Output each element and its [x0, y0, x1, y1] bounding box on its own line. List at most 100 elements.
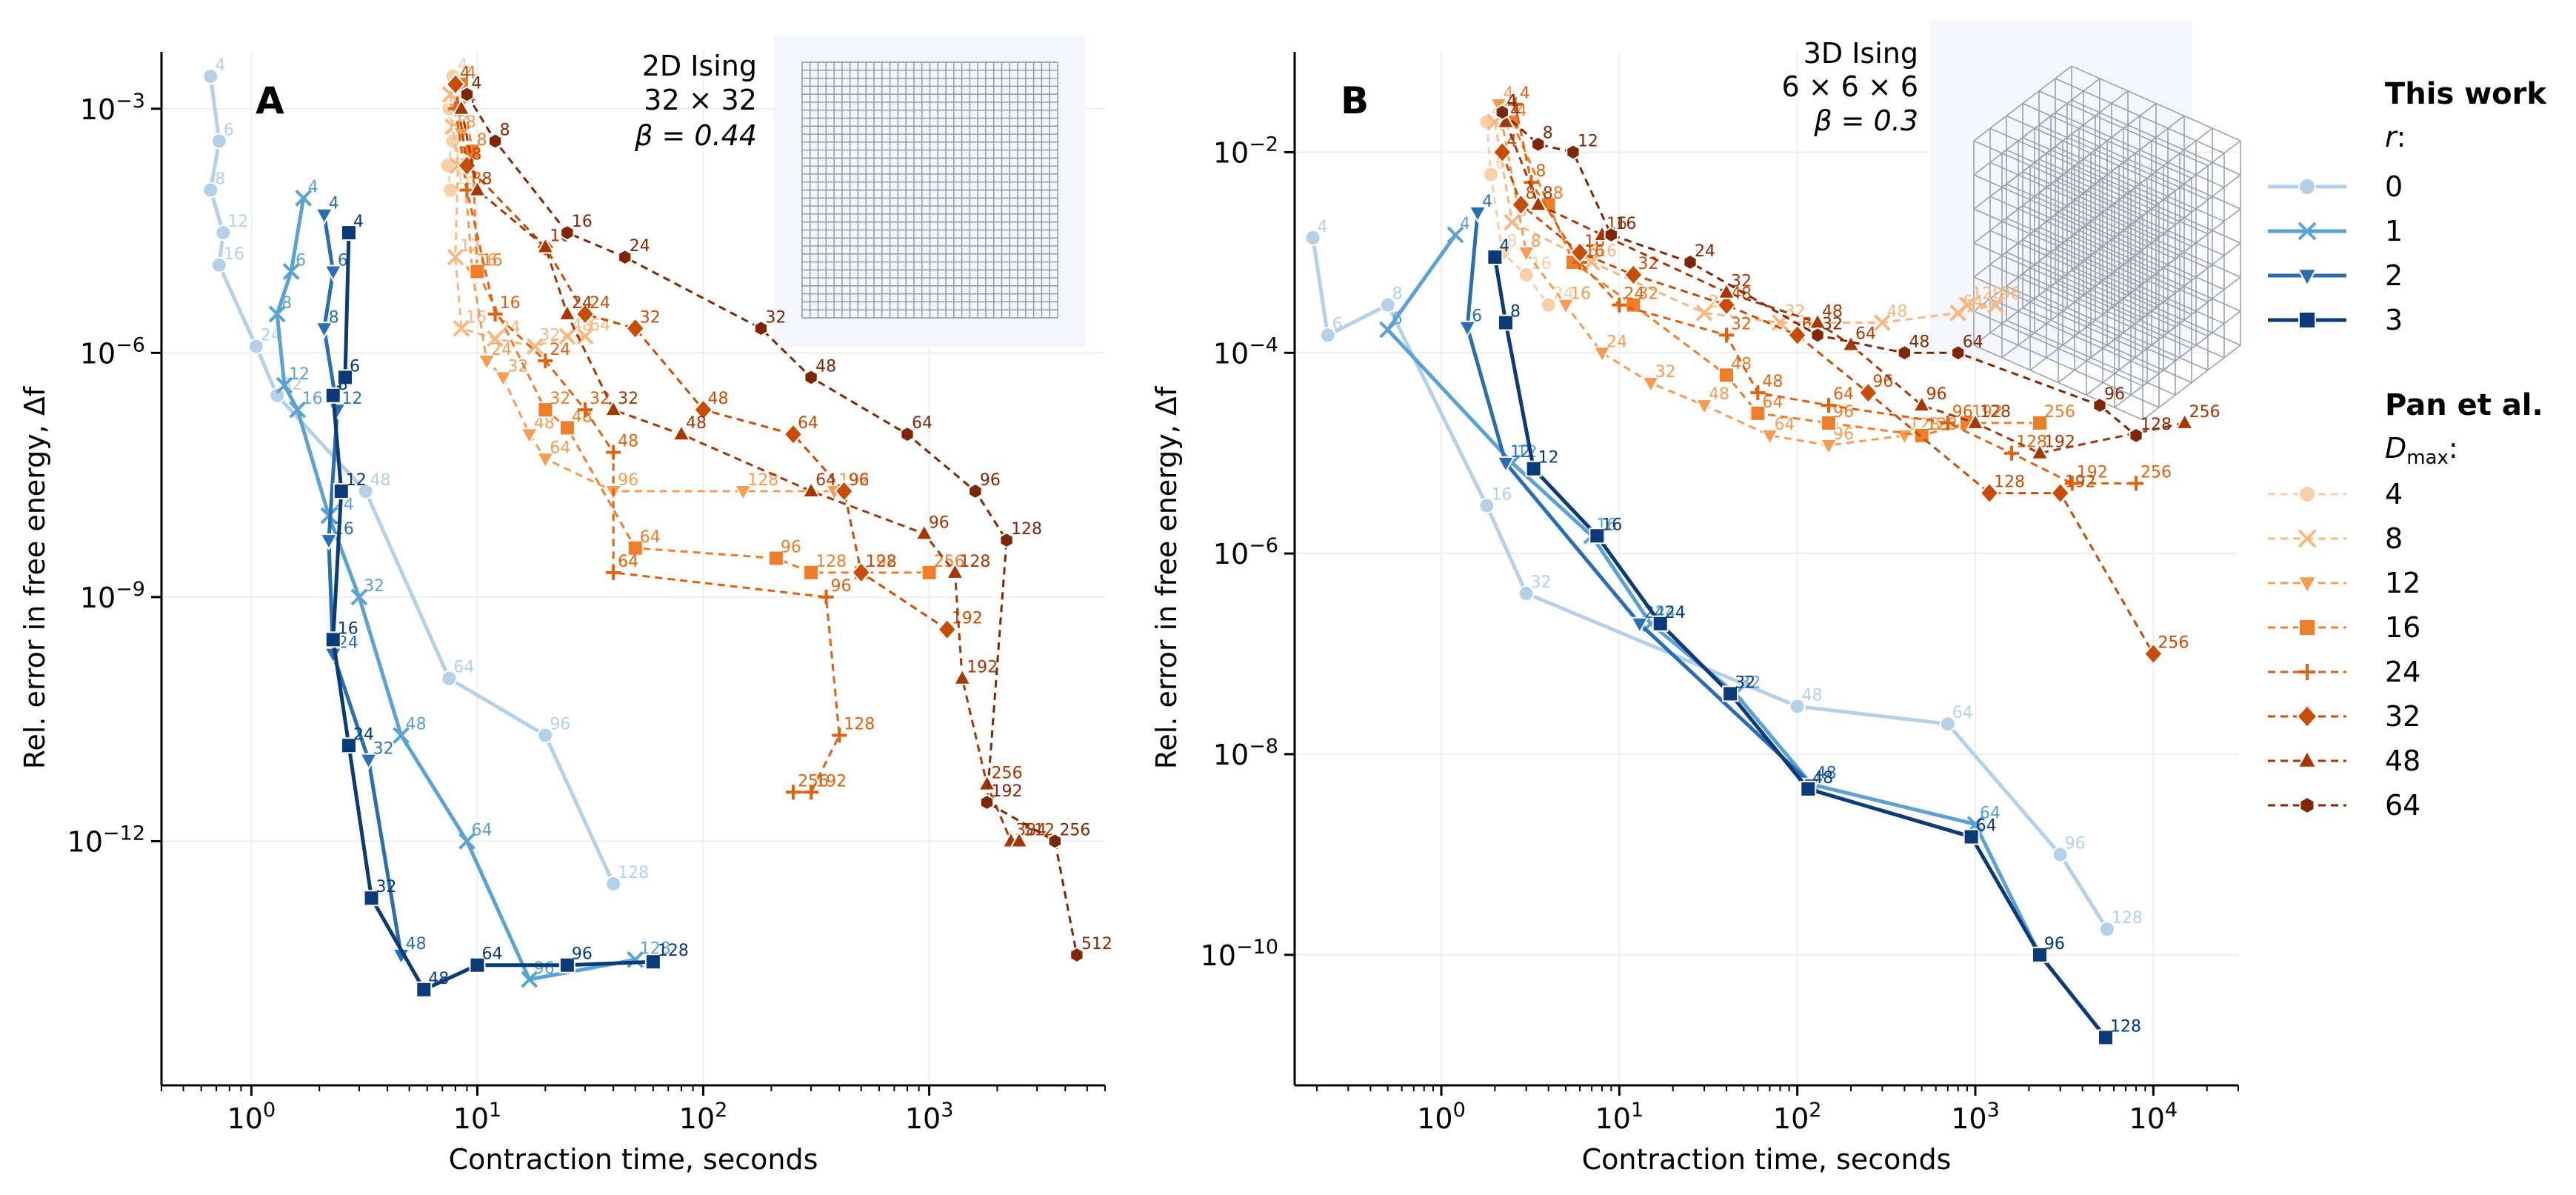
panel-a-pan-point-D48-7-shape — [915, 523, 934, 541]
panel-a-this-point-r3-8-shape — [469, 956, 486, 973]
panel-a-pan-label-D48-5: 48 — [686, 414, 707, 433]
panel-a-pan-label-D64-5: 48 — [815, 357, 836, 376]
panel-a-pan-label-D24-8: 128 — [844, 716, 875, 734]
panel-b-this-label-r3-2: 12 — [1538, 449, 1559, 467]
panel-b-this-point-r3-7 — [1963, 828, 1980, 845]
panel-a-this-point-r1-8-stroke-b — [458, 833, 476, 850]
panel-a-pan-point-D64-6-shape — [900, 426, 915, 443]
panel-a-this-label-r1-7: 48 — [406, 716, 427, 734]
panel-b-pan-point-D64-9 — [2129, 427, 2143, 445]
panel-b-pan-label-D8-5: 48 — [1886, 303, 1907, 322]
panel-a-this-label-r1-4: 16 — [302, 390, 323, 408]
panel-b-this-line-r3 — [1492, 256, 2107, 1039]
panel-b-pan-point-D8-7 — [1986, 296, 2004, 314]
legend-r-symbol: r — [2385, 121, 2398, 153]
panel-a-ytick-label-1: 10−6 — [80, 333, 145, 370]
panel-a-pan-point-D32-8 — [851, 561, 872, 584]
panel-b-this-point-r2-2 — [1496, 456, 1515, 473]
panel-b-pan-point-D24-8 — [2004, 445, 2020, 461]
panel-a-this-label-r1-8: 64 — [472, 821, 493, 839]
panel-b-this-point-r3-6 — [1800, 780, 1817, 797]
panel-a-this-point-r1-9-stroke-b — [521, 971, 538, 988]
legend-pan-label-5: 32 — [2385, 700, 2420, 733]
panel-b-pan-point-D64-6 — [1897, 344, 1912, 362]
panel-b-this-point-r3-1 — [1497, 314, 1514, 331]
panel-a-this-point-r1-3 — [276, 376, 293, 394]
panel-a-pan-line-D64 — [466, 93, 1078, 956]
panel-a-this-point-r0-6 — [269, 387, 286, 404]
panel-a-this-label-r1-1: 6 — [296, 251, 306, 270]
panel-a-this-point-r3-3-shape — [333, 482, 350, 499]
panel-a-pan-point-D48-5-shape — [672, 424, 691, 442]
panel-b-pan-label-D24-3: 24 — [1624, 285, 1644, 304]
panel-b-pan-point-D12-3 — [1592, 346, 1612, 364]
panel-b-this-point-r3-9-shape — [2098, 1029, 2115, 1046]
panel-a-pan-label-D12-6: 64 — [550, 439, 570, 457]
panel-a-xtick-base-2: 10 — [679, 1102, 715, 1135]
panel-b-pan-point-D12-2 — [1556, 298, 1575, 316]
panel-a-pan-label-D16-0: 4 — [466, 64, 476, 83]
panel-a-pan-point-D48-9-shape — [952, 668, 972, 685]
panel-b-pan-label-D12-4: 32 — [1655, 363, 1676, 382]
panel-b-xtick-base-3: 10 — [1951, 1102, 1986, 1135]
panel-b-this-point-r2-1 — [1458, 320, 1477, 338]
panel-b-this-label-r0-1: 6 — [1332, 315, 1343, 333]
legend-this-marker-1 — [2298, 222, 2317, 241]
panel-a: 4681216468121624324864481624324864961281… — [19, 36, 1112, 1176]
panel-b-pan-line-D32 — [1501, 151, 2155, 655]
panel-a-pan-point-D32-6 — [783, 423, 804, 446]
panel-a-ytick-exp-0: −3 — [116, 90, 145, 113]
panel-a-pan-label-D24-4: 32 — [590, 390, 610, 408]
panel-b-pan-label-D32-6: 96 — [1872, 373, 1893, 391]
panel-b-this-point-r0-8-shape — [2098, 921, 2115, 938]
legend-this-marker-0-shape — [2298, 178, 2316, 196]
panel-a-this-label-r3-6: 32 — [376, 878, 397, 896]
panel-b-this-label-r0-4: 32 — [1531, 573, 1552, 592]
panel-a-this-point-r1-4-stroke-b — [289, 401, 307, 419]
panel-b-pan-label-D24-10: 256 — [2140, 463, 2172, 482]
panel-a-xtick-base-3: 10 — [905, 1102, 941, 1135]
panel-b-pan-point-D32-8-shape — [2050, 482, 2071, 505]
panel-b-this-point-r2-0-shape — [1468, 205, 1487, 224]
panel-a-pan-label-D64-3: 24 — [630, 237, 650, 256]
panel-a-pan-label-D8-8: 64 — [590, 316, 610, 335]
panel-a-this-point-r0-8-shape — [441, 670, 458, 687]
panel-b-pan-point-D32-4-shape — [1716, 293, 1737, 316]
legend-pan-marker-0 — [2298, 485, 2316, 503]
panel-a-xtick-label-2: 102 — [679, 1099, 728, 1135]
panel-b-pan-label-D64-3: 16 — [1615, 215, 1636, 233]
legend-pan-label-4: 24 — [2385, 656, 2420, 688]
panel-a-pan-point-D64-11 — [1070, 946, 1084, 964]
panel-b-pan-point-D64-4 — [1683, 253, 1698, 271]
panel-b-pan-point-D48-7-shape — [1966, 412, 1985, 430]
panel-b-pan-point-D64-3-shape — [1604, 226, 1619, 244]
panel-a-pan-label-D16-9: 256 — [934, 553, 965, 571]
panel-a-this-point-r3-5-shape — [340, 737, 357, 754]
panel-b-pan-label-D32-7: 128 — [1994, 473, 2025, 492]
panel-b-pan-label-D16-4: 48 — [1731, 355, 1752, 373]
panel-a-pan-label-D16-3: 32 — [550, 390, 570, 408]
panel-a-pan-point-D48-1 — [467, 179, 487, 197]
panel-a-pan-point-D64-9-shape — [979, 793, 995, 811]
panel-a-ylabel: Rel. error in free energy, Δf — [19, 385, 51, 769]
panel-b-pan-label-D16-3: 32 — [1638, 285, 1658, 304]
panel-a-pan-point-D12-8 — [733, 484, 753, 502]
panel-a-this-point-r3-1 — [336, 369, 353, 386]
panel-b-pan-point-D8-7-stroke-b — [1986, 296, 2004, 314]
panel-a-this-label-r2-4: 16 — [333, 520, 354, 539]
panel-b-pan-label-D64-8: 96 — [2104, 385, 2125, 404]
panel-a-ytick-base-2: 10 — [80, 582, 116, 614]
panel-a-pan-point-D48-9 — [952, 668, 972, 685]
panel-b-pan-point-D48-6-shape — [1912, 395, 1932, 413]
panel-a-pan-label-D48-8: 128 — [959, 553, 990, 571]
panel-a-pan-line-D16 — [460, 84, 930, 574]
panel-a-pan-label-D24-10: 256 — [798, 772, 829, 790]
panel-b-pan-point-D32-6 — [1858, 382, 1878, 405]
panel-b-this-point-r2-3 — [1630, 616, 1649, 634]
panel-a-this-label-r0-2: 8 — [215, 170, 225, 189]
panel-b-pan-line-D16 — [1511, 122, 2040, 437]
panel-b-this-point-r3-8-shape — [2031, 946, 2048, 963]
panel-a-pan-point-D32-7-shape — [834, 479, 855, 502]
panel-a-pan-point-D32-6-shape — [783, 423, 804, 446]
panel-a-this-label-r3-5: 24 — [353, 725, 374, 744]
